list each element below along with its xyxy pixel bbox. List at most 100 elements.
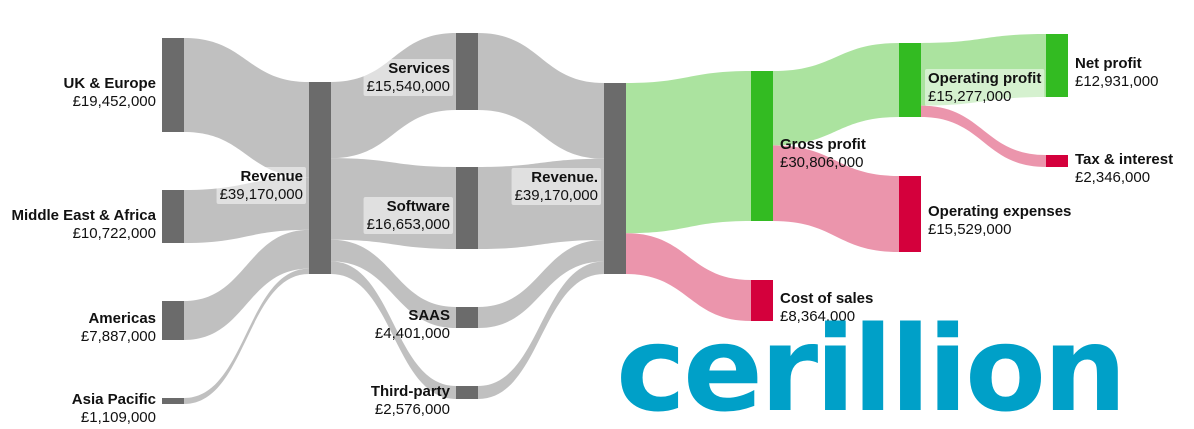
link-rev2-gp bbox=[626, 71, 751, 234]
node-name: Tax & interest bbox=[1075, 151, 1173, 168]
link-rev-tp bbox=[331, 261, 456, 399]
label-gp: Gross profit £30,806,000 bbox=[780, 136, 866, 171]
link-op-tax bbox=[921, 105, 1046, 167]
link-svc-rev2 bbox=[478, 33, 604, 159]
node-uk bbox=[162, 38, 184, 132]
svg-text:Software£16,653,000: Software £16,653,000 bbox=[367, 198, 450, 233]
sankey-nodes bbox=[162, 33, 1068, 404]
node-value: £8,364,000 bbox=[780, 308, 855, 325]
label-background bbox=[363, 59, 453, 96]
node-value: £15,529,000 bbox=[928, 221, 1011, 238]
link-gp-op bbox=[773, 43, 899, 146]
svg-text:Net profit£12,931,000: Net profit £12,931,000 bbox=[1075, 55, 1158, 90]
svg-text:Cost of sales£8,364,000: Cost of sales £8,364,000 bbox=[780, 290, 873, 325]
node-cos bbox=[751, 280, 773, 321]
link-uk-rev bbox=[184, 38, 309, 178]
node-name: SAAS bbox=[408, 307, 450, 324]
label-np: Net profit £12,931,000 bbox=[1075, 55, 1158, 90]
link-tp-rev2 bbox=[478, 261, 604, 399]
node-tp bbox=[456, 386, 478, 399]
node-rev2 bbox=[604, 83, 626, 274]
node-name: Software bbox=[387, 198, 450, 215]
label-rev2: Revenue. £39,170,000 bbox=[511, 168, 601, 205]
label-uk: UK & Europe £19,452,000 bbox=[63, 75, 156, 110]
node-name: Revenue bbox=[240, 168, 303, 185]
node-gp bbox=[751, 71, 773, 221]
label-ap: Asia Pacific £1,109,000 bbox=[72, 391, 156, 426]
link-rev-saas bbox=[331, 239, 456, 328]
node-op bbox=[899, 43, 921, 117]
label-background bbox=[511, 168, 601, 205]
node-value: £7,887,000 bbox=[81, 328, 156, 345]
node-opex bbox=[899, 176, 921, 252]
svg-text:UK & Europe£19,452,000: UK & Europe £19,452,000 bbox=[63, 75, 156, 110]
node-saas bbox=[456, 307, 478, 328]
node-name: Middle East & Africa bbox=[12, 207, 157, 224]
link-gp-opex bbox=[773, 145, 899, 252]
node-value: £12,931,000 bbox=[1075, 73, 1158, 90]
link-ap-rev bbox=[184, 268, 309, 404]
label-background bbox=[216, 167, 306, 204]
svg-text:Revenue£39,170,000: Revenue £39,170,000 bbox=[220, 168, 303, 203]
sankey-labels: UK & Europe £19,452,000 Middle East & Afri… bbox=[12, 55, 1174, 426]
label-op: Operating profit £15,277,000 bbox=[925, 69, 1045, 106]
node-name: Operating expenses bbox=[928, 203, 1071, 220]
svg-text:Services£15,540,000: Services £15,540,000 bbox=[367, 60, 450, 95]
svg-text:Americas£7,887,000: Americas £7,887,000 bbox=[81, 310, 156, 345]
node-ap bbox=[162, 398, 184, 404]
node-name: Operating profit bbox=[928, 70, 1041, 87]
node-value: £2,576,000 bbox=[375, 401, 450, 418]
node-name: Cost of sales bbox=[780, 290, 873, 307]
svg-text:SAAS£4,401,000: SAAS £4,401,000 bbox=[375, 307, 450, 342]
svg-text:Middle East & Africa£10,722,00: Middle East & Africa £10,722,000 bbox=[12, 207, 157, 242]
node-svc bbox=[456, 33, 478, 110]
node-tax bbox=[1046, 155, 1068, 167]
cerillion-logo: cerillion bbox=[616, 300, 1124, 429]
node-value: £2,346,000 bbox=[1075, 169, 1150, 186]
label-background bbox=[363, 197, 453, 234]
svg-text:Asia Pacific£1,109,000: Asia Pacific £1,109,000 bbox=[72, 391, 156, 426]
node-value: £10,722,000 bbox=[73, 225, 156, 242]
node-sw bbox=[456, 167, 478, 249]
node-value: £15,540,000 bbox=[367, 78, 450, 95]
node-value: £4,401,000 bbox=[375, 325, 450, 342]
node-mea bbox=[162, 190, 184, 243]
node-np bbox=[1046, 34, 1068, 97]
label-mea: Middle East & Africa £10,722,000 bbox=[12, 207, 157, 242]
link-rev2-cos bbox=[626, 233, 751, 321]
node-name: Net profit bbox=[1075, 55, 1142, 72]
svg-text:Revenue.£39,170,000: Revenue. £39,170,000 bbox=[515, 169, 598, 204]
label-rev: Revenue £39,170,000 bbox=[216, 167, 306, 204]
svg-text:Operating profit£15,277,000: Operating profit £15,277,000 bbox=[928, 70, 1041, 105]
node-name: Revenue. bbox=[531, 169, 598, 186]
node-value: £19,452,000 bbox=[73, 93, 156, 110]
label-background bbox=[925, 69, 1045, 106]
node-name: Services bbox=[388, 60, 450, 77]
link-saas-rev2 bbox=[478, 239, 604, 328]
node-name: Asia Pacific bbox=[72, 391, 156, 408]
node-name: Gross profit bbox=[780, 136, 866, 153]
svg-text:Gross profit£30,806,000: Gross profit £30,806,000 bbox=[780, 136, 866, 171]
label-sw: Software £16,653,000 bbox=[363, 197, 453, 234]
node-rev bbox=[309, 82, 331, 274]
label-am: Americas £7,887,000 bbox=[81, 310, 156, 345]
label-cos: Cost of sales £8,364,000 bbox=[780, 290, 873, 325]
node-value: £30,806,000 bbox=[780, 154, 863, 171]
node-value: £1,109,000 bbox=[81, 409, 156, 426]
node-value: £39,170,000 bbox=[515, 187, 598, 204]
node-name: Americas bbox=[88, 310, 156, 327]
node-value: £39,170,000 bbox=[220, 186, 303, 203]
link-am-rev bbox=[184, 229, 309, 340]
label-opex: Operating expenses £15,529,000 bbox=[928, 203, 1071, 238]
label-tp: Third-party £2,576,000 bbox=[371, 383, 451, 418]
svg-text:Third-party£2,576,000: Third-party £2,576,000 bbox=[371, 383, 451, 418]
svg-text:Operating expenses£15,529,000: Operating expenses £15,529,000 bbox=[928, 203, 1071, 238]
node-name: UK & Europe bbox=[63, 75, 156, 92]
label-svc: Services £15,540,000 bbox=[363, 59, 453, 96]
node-am bbox=[162, 301, 184, 340]
node-name: Third-party bbox=[371, 383, 451, 400]
node-value: £16,653,000 bbox=[367, 216, 450, 233]
svg-text:Tax & interest£2,346,000: Tax & interest £2,346,000 bbox=[1075, 151, 1173, 186]
label-tax: Tax & interest £2,346,000 bbox=[1075, 151, 1173, 186]
